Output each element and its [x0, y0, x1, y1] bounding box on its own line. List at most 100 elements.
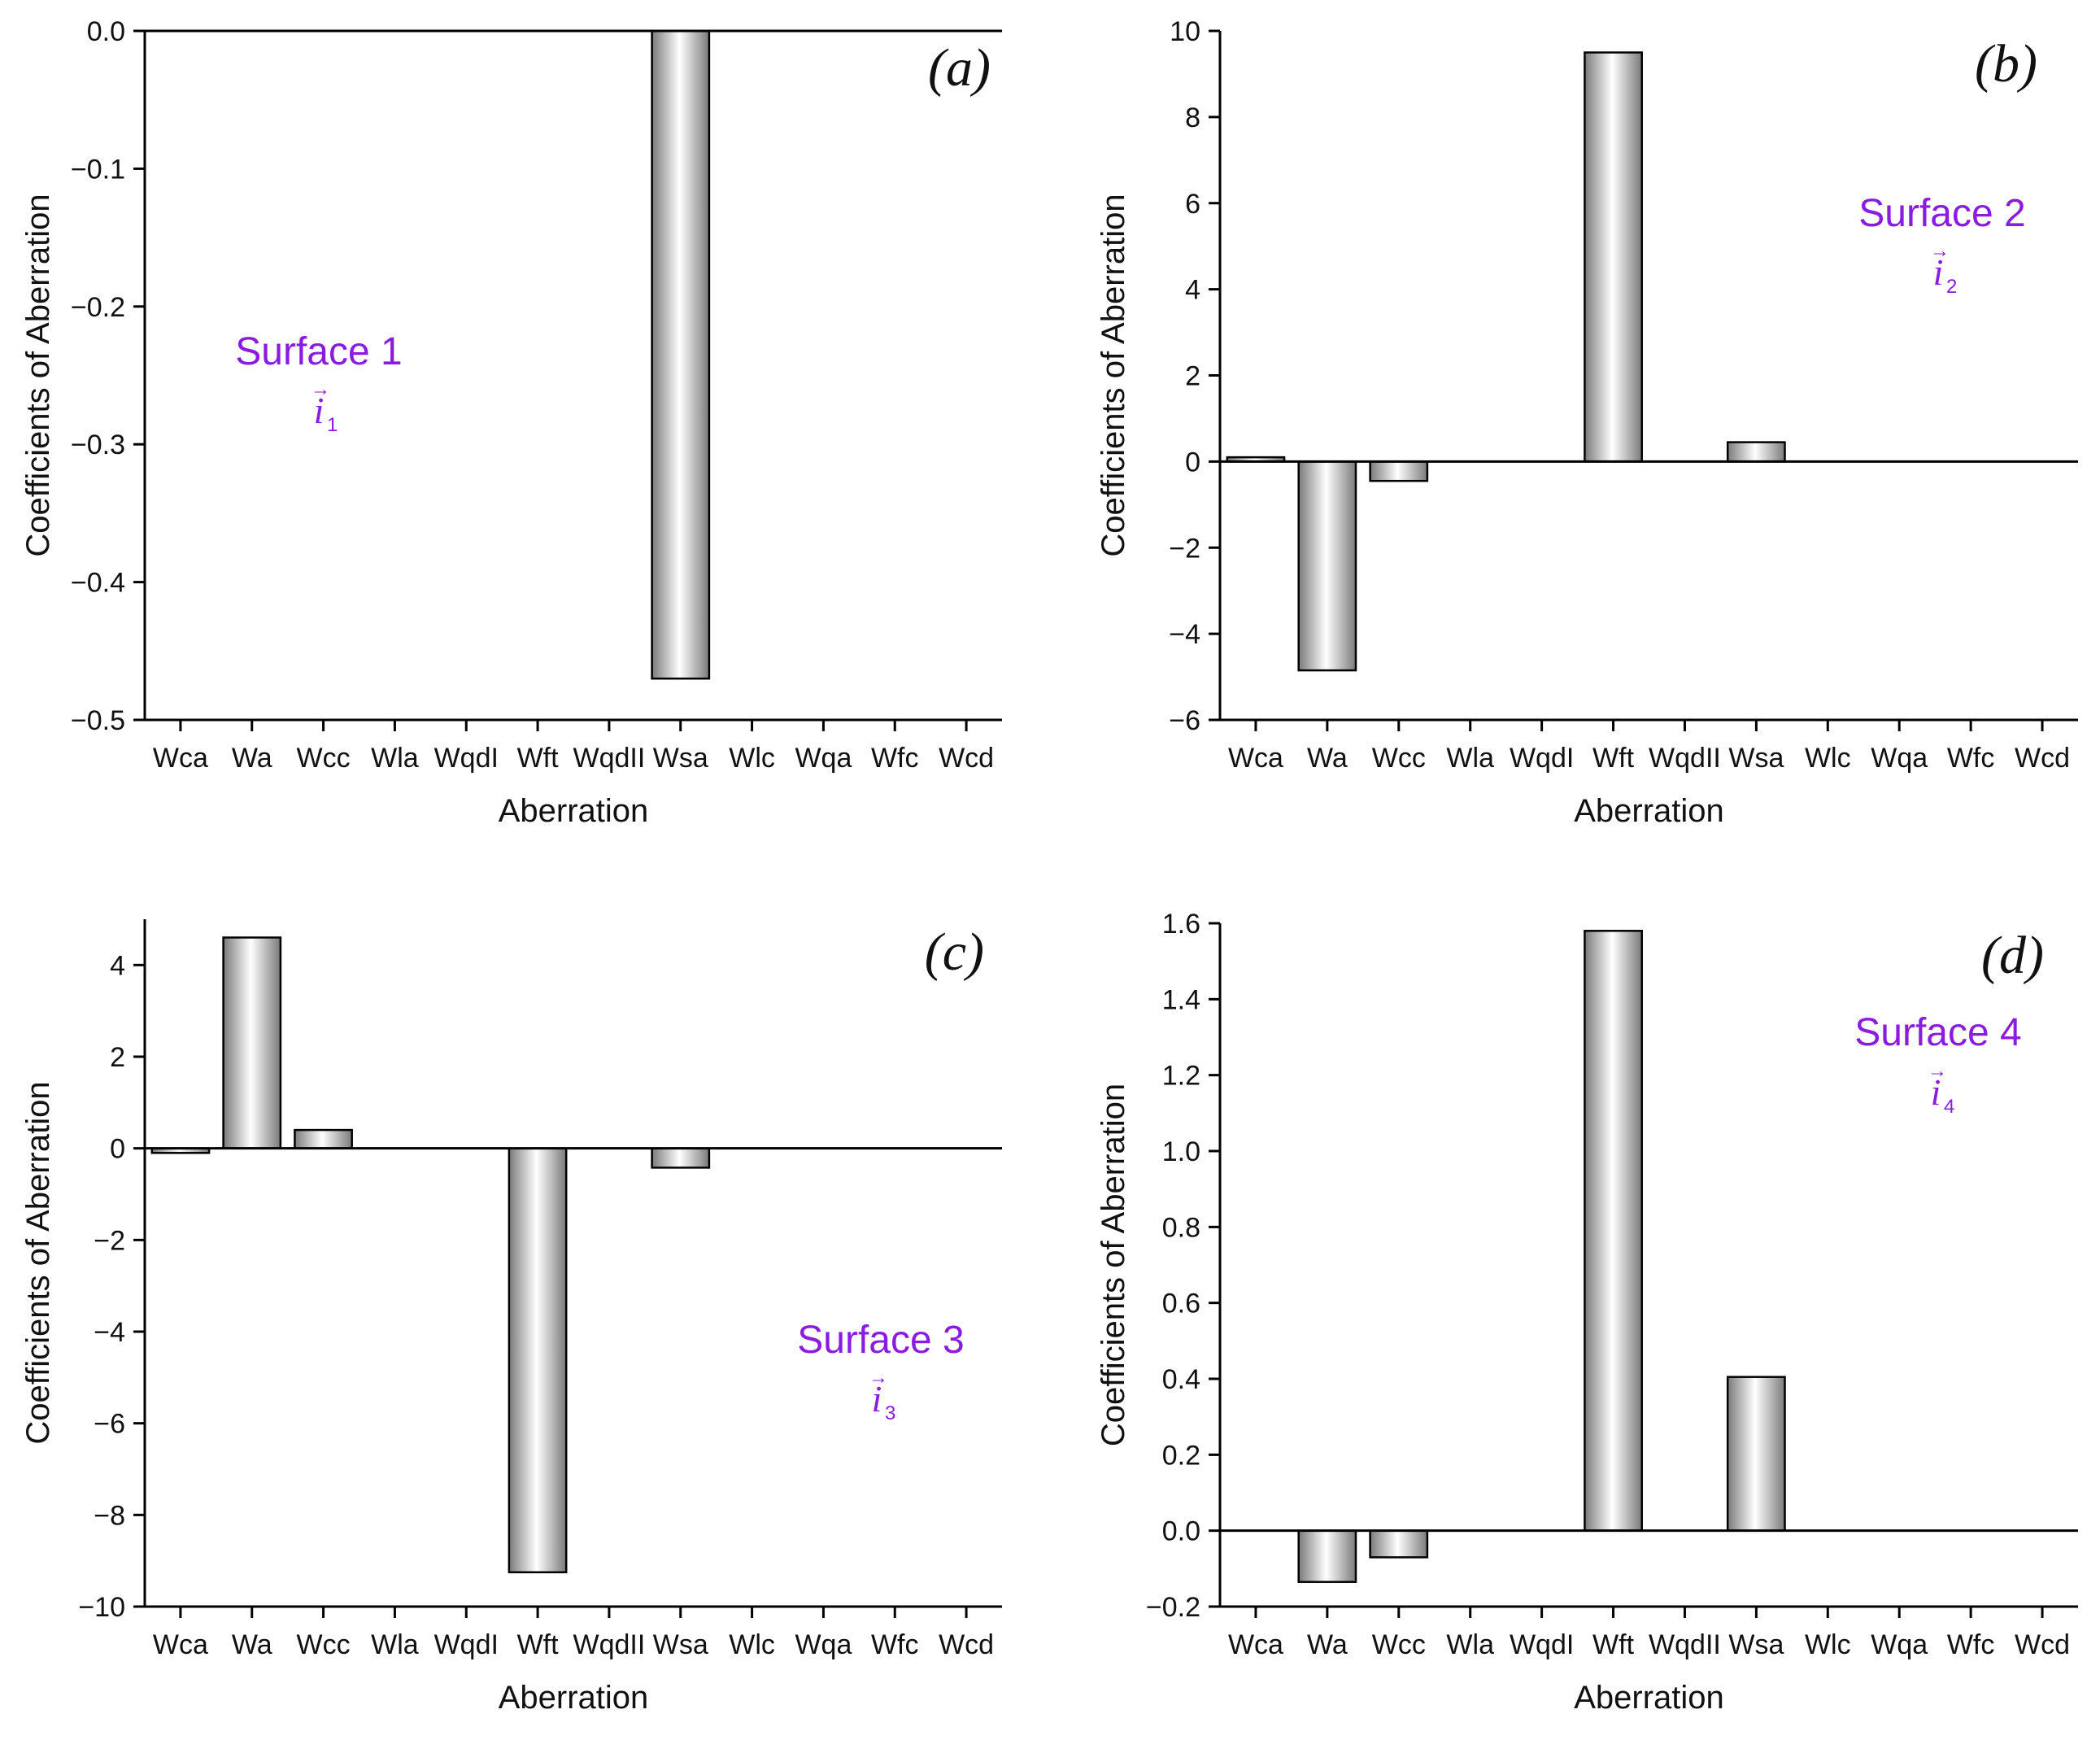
x-tick-label-d: Wft: [1592, 1629, 1635, 1660]
vector-label-b: → i 2: [1930, 240, 1957, 298]
y-tick-label-d: 0.6: [1162, 1289, 1200, 1319]
y-tick-label-d: 0.4: [1162, 1364, 1200, 1395]
y-axis-title-a: Coefficients of Aberration: [20, 194, 56, 556]
y-tick-label-a: −0.4: [71, 568, 125, 599]
bar-d-Wcc: [1369, 1529, 1429, 1559]
x-tick-label-c: Wcd: [939, 1629, 994, 1660]
x-tick-label-d: WqdII: [1649, 1629, 1721, 1660]
xticks-d: Wca Wa Wcc Wla WqdI Wft WqdII Wsa Wlc Wqa Wfc Wcd: [1228, 1607, 2070, 1660]
y-tick-label-b: −4: [1169, 619, 1200, 650]
surface-title-d: Surface 4: [1854, 1011, 2021, 1054]
y-tick-label-c: −4: [94, 1317, 125, 1348]
x-tick-label-b: Wca: [1228, 743, 1283, 774]
vector-index-d: 4: [1944, 1096, 1954, 1118]
x-tick-label-c: Wqa: [795, 1629, 852, 1660]
x-tick-label-d: Wcd: [2015, 1629, 2070, 1660]
vector-index-b: 2: [1946, 276, 1957, 298]
panel-d: −0.2 0.0 0.2 0.4 0.6 0.8 1.0 1.2 1.4 1.6 Wca Wa Wcc…: [1096, 909, 2078, 1716]
vector-arrow-d: →: [1928, 1060, 1947, 1082]
y-tick-label-b: 10: [1170, 16, 1200, 47]
x-axis-title-b: Aberration: [1574, 793, 1724, 829]
x-tick-label-a: WqdII: [573, 743, 646, 774]
x-tick-label-b: Wfc: [1947, 743, 1995, 774]
bar-b-Wcc: [1369, 460, 1429, 482]
x-tick-label-a: Wsa: [653, 743, 708, 774]
yticks-b: −6 −4 −2 0 2 4 6 8 10: [1169, 16, 1220, 736]
vector-label-a: → i 1: [311, 378, 338, 436]
vector-symbol-c: i: [872, 1378, 882, 1419]
surface-title-c: Surface 3: [797, 1319, 964, 1362]
x-tick-label-a: Wqa: [795, 743, 852, 774]
x-tick-label-d: Wfc: [1947, 1629, 1995, 1660]
xticks-b: Wca Wa Wcc Wla WqdI Wft WqdII Wsa Wlc Wqa Wfc Wcd: [1228, 720, 2070, 774]
bar-d-Wft: [1584, 930, 1643, 1532]
x-tick-label-b: Wcc: [1372, 743, 1426, 774]
axes-d: [1218, 923, 2078, 1608]
panel-b: −6 −4 −2 0 2 4 6 8 10 Wca Wa Wcc Wla WqdI Wft WqdII Wsa…: [1096, 16, 2078, 829]
x-tick-label-c: WqdII: [573, 1629, 646, 1660]
panel-label-d: (d): [1981, 926, 2044, 985]
vector-arrow-b: →: [1930, 240, 1950, 262]
x-tick-label-a: Wlc: [729, 743, 775, 774]
y-tick-label-d: 1.0: [1162, 1136, 1200, 1167]
bar-a-Wsa: [651, 29, 711, 680]
vector-symbol-d: i: [1931, 1071, 1941, 1113]
y-tick-label-d: 0.8: [1162, 1212, 1200, 1243]
panel-letter-c: c: [943, 922, 966, 982]
x-tick-label-d: Wsa: [1728, 1629, 1784, 1660]
x-tick-label-b: WqdI: [1510, 743, 1574, 774]
surface-title-a: Surface 1: [235, 330, 402, 373]
y-tick-label-c: −10: [78, 1592, 125, 1623]
x-tick-label-b: Wlc: [1805, 743, 1851, 774]
x-tick-label-c: WqdI: [434, 1629, 499, 1660]
panel-label-a: (a): [928, 38, 991, 98]
x-tick-label-c: Wlc: [729, 1629, 775, 1660]
bar-d-Wsa: [1726, 1376, 1786, 1532]
y-tick-label-b: 2: [1185, 361, 1200, 392]
y-tick-label-b: 8: [1185, 102, 1200, 133]
x-tick-label-c: Wla: [371, 1629, 419, 1660]
y-tick-label-b: −6: [1169, 705, 1200, 736]
x-tick-label-a: Wca: [153, 743, 208, 774]
x-tick-label-d: Wca: [1228, 1629, 1283, 1660]
y-tick-label-d: 1.4: [1162, 984, 1200, 1015]
surface-title-b: Surface 2: [1858, 192, 2025, 235]
x-tick-label-b: Wqa: [1871, 743, 1928, 774]
x-axis-title-c: Aberration: [499, 1680, 649, 1716]
vector-label-d: → i 4: [1928, 1060, 1954, 1118]
y-tick-label-b: −2: [1169, 533, 1200, 564]
x-tick-label-a: WqdI: [434, 743, 499, 774]
panel-letter-a: a: [946, 38, 973, 98]
x-tick-label-a: Wa: [232, 743, 272, 774]
xticks-a: Wca Wa Wcc Wla WqdI Wft WqdII Wsa Wlc Wqa Wfc Wcd: [153, 720, 994, 774]
panel-label-c: (c): [925, 922, 984, 982]
x-axis-title-a: Aberration: [499, 793, 649, 829]
y-tick-label-a: 0.0: [87, 16, 125, 47]
x-tick-label-c: Wcc: [297, 1629, 351, 1660]
y-tick-label-a: −0.1: [71, 154, 125, 185]
bars-c: [150, 936, 711, 1574]
y-tick-label-a: −0.3: [71, 430, 125, 460]
y-tick-label-c: −8: [94, 1500, 125, 1531]
x-tick-label-a: Wcc: [297, 743, 351, 774]
vector-symbol-a: i: [314, 390, 325, 431]
x-tick-label-a: Wft: [517, 743, 560, 774]
x-tick-label-c: Wsa: [653, 1629, 708, 1660]
panel-c: −10 −8 −6 −4 −2 0 2 4 Wca Wa Wcc Wla WqdI Wft WqdII Ws…: [20, 919, 1002, 1716]
x-axis-title-d: Aberration: [1574, 1680, 1724, 1716]
x-tick-label-b: Wcd: [2015, 743, 2070, 774]
y-tick-label-d: 0.2: [1162, 1440, 1200, 1471]
bar-c-Wft: [508, 1147, 568, 1574]
bars-b: [1226, 51, 1786, 672]
panel-a: −0.5−0.4−0.3−0.2−0.10.0 Wca Wa Wcc Wla WqdI W…: [20, 16, 1002, 829]
bar-c-Wsa: [651, 1147, 711, 1169]
y-axis-title-b: Coefficients of Aberration: [1096, 194, 1131, 556]
xticks-c: Wca Wa Wcc Wla WqdI Wft WqdII Wsa Wlc Wqa Wfc Wcd: [153, 1607, 994, 1660]
bar-b-Wa: [1297, 460, 1357, 672]
yticks-c: −10 −8 −6 −4 −2 0 2 4: [78, 950, 145, 1623]
x-tick-label-d: Wcc: [1372, 1629, 1426, 1660]
x-tick-label-b: WqdII: [1649, 743, 1721, 774]
y-tick-label-a: −0.2: [71, 292, 125, 323]
y-tick-label-d: 1.2: [1162, 1061, 1200, 1092]
